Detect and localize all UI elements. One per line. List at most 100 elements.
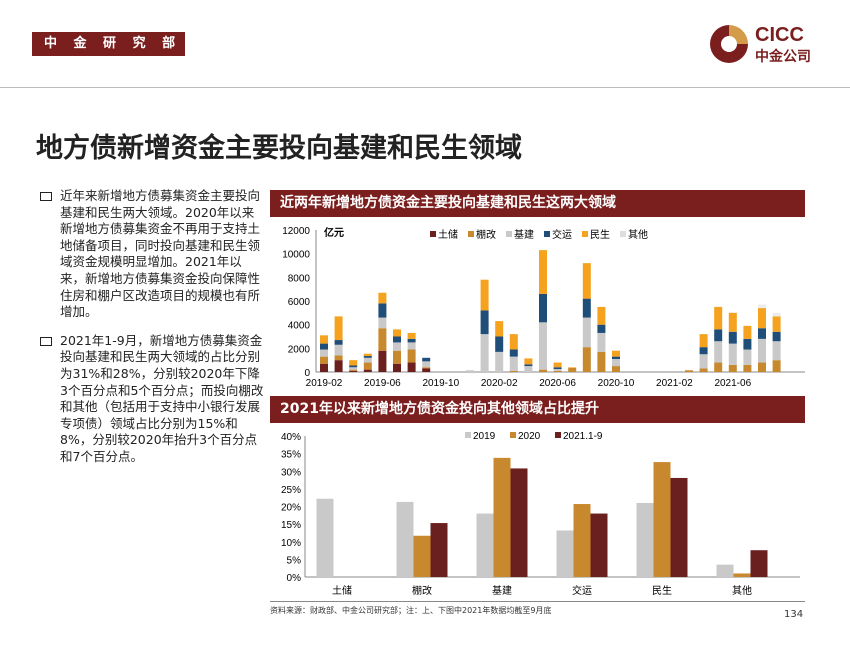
bar-segment bbox=[772, 360, 781, 372]
bar-segment bbox=[334, 360, 343, 372]
bar-segment bbox=[378, 317, 387, 329]
bar-segment bbox=[699, 368, 708, 372]
bar-segment bbox=[349, 367, 358, 370]
y-tick-label: 10000 bbox=[282, 250, 310, 261]
legend-swatch bbox=[506, 231, 512, 237]
y-tick-label: 10% bbox=[281, 538, 301, 549]
x-tick-label: 2020-10 bbox=[598, 378, 635, 389]
y-tick-label: 4000 bbox=[288, 321, 311, 332]
bar-segment bbox=[422, 368, 431, 372]
bar-segment bbox=[349, 369, 358, 371]
x-tick-label: 2019-10 bbox=[422, 378, 459, 389]
bar-segment bbox=[334, 355, 343, 361]
bar-segment bbox=[334, 340, 343, 345]
bar-segment bbox=[582, 347, 591, 372]
bar bbox=[430, 523, 448, 577]
bar-segment bbox=[407, 332, 416, 339]
bar bbox=[493, 457, 511, 577]
bar bbox=[556, 530, 574, 577]
x-tick-label: 民生 bbox=[652, 584, 672, 597]
bar-segment bbox=[363, 356, 372, 358]
bullet-list: 近年来新增地方债募集资金主要投向基建和民生两大领域。2020年以来新增地方债募集… bbox=[40, 188, 265, 478]
bar-segment bbox=[612, 358, 620, 367]
bar-segment bbox=[714, 362, 723, 372]
bar-segment bbox=[612, 366, 620, 372]
bar-segment bbox=[597, 324, 606, 333]
bar-segment bbox=[772, 312, 781, 317]
x-tick-label: 2019-02 bbox=[306, 378, 343, 389]
bar-segment bbox=[699, 354, 708, 369]
chart2-title: 2021年以来新增地方债资金投向其他领域占比提升 bbox=[270, 396, 805, 423]
legend-label: 2020 bbox=[518, 431, 541, 442]
bar-segment bbox=[772, 316, 781, 332]
bar-segment bbox=[495, 351, 504, 372]
bar-segment bbox=[422, 367, 431, 369]
page-title: 地方债新增资金主要投向基建和民生领域 bbox=[36, 133, 522, 164]
y-tick-label: 40% bbox=[281, 432, 301, 443]
bar-segment bbox=[378, 328, 387, 351]
bar-segment bbox=[582, 317, 591, 348]
bar-segment bbox=[582, 298, 591, 318]
bar-segment bbox=[393, 350, 401, 364]
x-tick-label: 其他 bbox=[732, 584, 752, 597]
bullet-text: 2021年1-9月，新增地方债募集资金投向基建和民生两大领域的占比分别为31%和… bbox=[60, 332, 264, 464]
stacked-bar-chart: 0 2000 4000 6000 8000 10000 12000 亿元 2019-02 2019… bbox=[282, 226, 805, 389]
bar-segment bbox=[582, 263, 591, 299]
bar-segment bbox=[495, 321, 504, 337]
bar-segment bbox=[495, 336, 504, 352]
bar-segment bbox=[553, 362, 562, 368]
bar-segment bbox=[539, 293, 547, 323]
legend-label: 其他 bbox=[628, 228, 648, 241]
bar-segment bbox=[597, 332, 606, 352]
bar-segment bbox=[334, 344, 343, 356]
bar bbox=[716, 564, 734, 577]
y-tick-label: 6000 bbox=[288, 297, 311, 308]
department-label: 中 金 研 究 部 bbox=[32, 32, 185, 56]
y-tick-label: 12000 bbox=[282, 226, 310, 237]
legend-label: 2021.1-9 bbox=[563, 431, 603, 442]
logo-en: CICC bbox=[755, 24, 804, 46]
bar bbox=[653, 462, 671, 577]
legend-label: 基建 bbox=[514, 228, 534, 241]
bar-segment bbox=[320, 349, 328, 357]
bullet-item: 2021年1-9月，新增地方债募集资金投向基建和民生两大领域的占比分别为31%和… bbox=[40, 333, 265, 466]
bar-segment bbox=[349, 360, 358, 366]
y-tick-label: 25% bbox=[281, 485, 301, 496]
x-tick-label: 2020-06 bbox=[539, 378, 576, 389]
bar-segment bbox=[524, 358, 533, 365]
x-tick-label: 2021-06 bbox=[714, 378, 751, 389]
page-number: 134 bbox=[784, 609, 804, 620]
legend-swatch bbox=[544, 231, 550, 237]
bar bbox=[476, 513, 494, 577]
bar-segment bbox=[320, 335, 328, 344]
bar bbox=[590, 513, 608, 577]
legend-swatch bbox=[465, 432, 471, 438]
bar-segment bbox=[743, 338, 752, 350]
bar-segment bbox=[349, 365, 358, 368]
bar-segment bbox=[568, 367, 577, 372]
x-tick-label: 基建 bbox=[492, 584, 512, 597]
grouped-bar-chart: 0% 5% 10% 15% 20% 25% 30% 35% 40% 土储 棚改 基建 交运 民生 其他 201… bbox=[281, 431, 800, 597]
bar-segment bbox=[553, 369, 562, 371]
bar-segment bbox=[612, 356, 620, 359]
bullet-item: 近年来新增地方债募集资金主要投向基建和民生两大领域。2020年以来新增地方债募集… bbox=[40, 188, 265, 321]
bar bbox=[636, 502, 654, 577]
bar-segment bbox=[407, 362, 416, 372]
y-tick-label: 35% bbox=[281, 450, 301, 461]
bar-segment bbox=[378, 303, 387, 318]
y-tick-label: 8000 bbox=[288, 273, 311, 284]
bar bbox=[670, 477, 688, 577]
bar-segment bbox=[407, 349, 416, 363]
bar-segment bbox=[714, 329, 723, 342]
bar-segment bbox=[407, 338, 416, 343]
legend-swatch bbox=[430, 231, 436, 237]
bar-segment bbox=[509, 349, 518, 357]
bar-segment bbox=[363, 369, 372, 372]
bar-segment bbox=[539, 369, 547, 372]
bar-segment bbox=[612, 350, 620, 357]
bar bbox=[396, 501, 414, 577]
bar-segment bbox=[509, 356, 518, 371]
bar-segment bbox=[480, 334, 489, 372]
bar-segment bbox=[553, 370, 562, 372]
bar-segment bbox=[320, 363, 328, 372]
